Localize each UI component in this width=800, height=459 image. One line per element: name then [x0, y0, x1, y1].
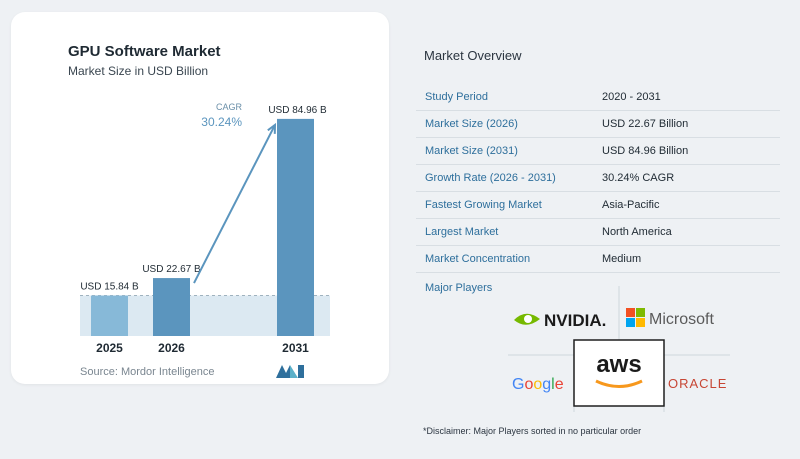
overview-row: Study Period 2020 - 2031 — [416, 84, 780, 111]
bar-2031 — [277, 118, 314, 336]
bar-2026 — [153, 278, 190, 336]
overview-value: 30.24% CAGR — [593, 164, 780, 192]
source-note: Source: Mordor Intelligence — [80, 366, 215, 378]
value-label-2026: USD 22.67 B — [142, 264, 201, 275]
overview-key: Growth Rate (2026 - 2031) — [416, 164, 593, 192]
bar-chart: USD 15.84 B 2025 USD 22.67 B 2026 USD 84.96 … — [80, 102, 330, 355]
value-label-2031: USD 84.96 B — [268, 105, 327, 116]
overview-value: Asia-Pacific — [593, 191, 780, 219]
player-oracle: ORACLE — [668, 376, 727, 391]
overview-row: Fastest Growing Market Asia-Pacific — [416, 191, 780, 219]
bar-2025 — [91, 295, 128, 336]
player-aws: aws — [596, 351, 641, 378]
x-tick-2031: 2031 — [282, 341, 309, 355]
overview-value: USD 22.67 Billion — [593, 110, 780, 138]
overview-key: Study Period — [416, 84, 593, 111]
player-nvidia: NVIDIA. — [544, 311, 606, 330]
disclaimer: *Disclaimer: Major Players sorted in no … — [423, 426, 642, 436]
overview-row: Market Concentration Medium — [416, 245, 780, 273]
overview-row: Market Size (2026) USD 22.67 Billion — [416, 110, 780, 138]
overview-key: Largest Market — [416, 218, 593, 246]
overview-value: USD 84.96 Billion — [593, 137, 780, 165]
overview-row: Largest Market North America — [416, 218, 780, 246]
overview-value: 2020 - 2031 — [593, 84, 780, 111]
player-microsoft: Microsoft — [649, 311, 714, 328]
x-tick-2025: 2025 — [96, 341, 123, 355]
x-tick-2026: 2026 — [158, 341, 185, 355]
cagr-label: CAGR — [216, 102, 243, 112]
overview-title: Market Overview — [424, 48, 522, 63]
cagr-arrow — [193, 122, 277, 284]
overview-value: Medium — [593, 245, 780, 273]
major-players-logos: NVIDIA. Microsoft aws Google ORACLE — [508, 286, 730, 412]
overview-key: Market Size (2031) — [416, 137, 593, 165]
major-players-title: Major Players — [425, 282, 493, 294]
player-google: Google — [512, 376, 564, 393]
overview-value: North America — [593, 218, 780, 246]
nvidia-eye-icon — [514, 313, 540, 325]
chart-subtitle: Market Size in USD Billion — [68, 64, 209, 78]
value-label-2025: USD 15.84 B — [80, 282, 139, 293]
overview-row: Market Size (2031) USD 84.96 Billion — [416, 137, 780, 165]
overview-key: Fastest Growing Market — [416, 191, 593, 219]
aws-smile-icon — [595, 379, 643, 388]
microsoft-logo-icon — [626, 308, 645, 327]
overview-key: Market Concentration — [416, 245, 593, 273]
overview-key: Market Size (2026) — [416, 110, 593, 138]
overview-row: Growth Rate (2026 - 2031) 30.24% CAGR — [416, 164, 780, 192]
mordor-logo-icon — [276, 365, 304, 378]
cagr-value: 30.24% — [201, 115, 242, 129]
svg-text:Google: Google — [512, 376, 564, 393]
overview-table: Study Period 2020 - 2031 Market Size (2026… — [416, 84, 780, 273]
chart-title: GPU Software Market — [68, 43, 221, 60]
